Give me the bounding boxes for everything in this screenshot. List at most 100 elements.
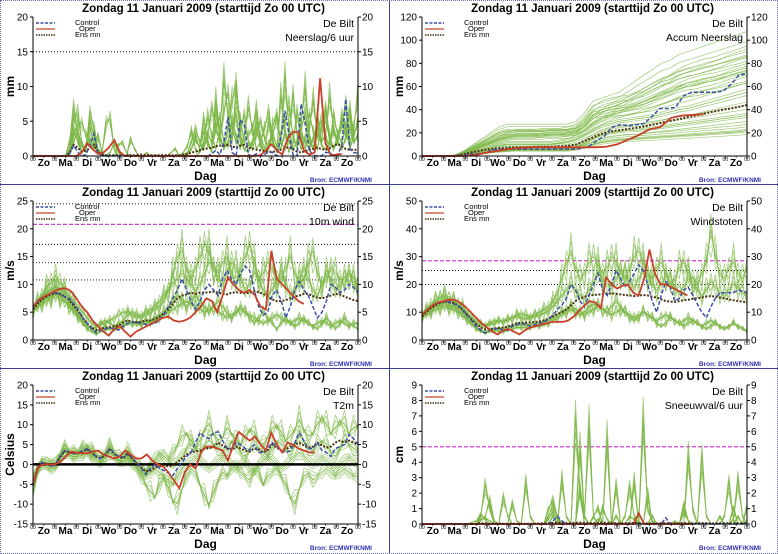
y-tick-label-left: 80 bbox=[406, 59, 418, 70]
x-hour-label: 00 bbox=[139, 525, 145, 531]
chart-accum-neerslag: Zondag 11 Januari 2009 (starttijd Zo 00 … bbox=[392, 3, 768, 184]
panel-neerslag: Zondag 11 Januari 2009 (starttijd Zo 00 … bbox=[0, 0, 389, 184]
y-axis-label: mm bbox=[3, 76, 17, 97]
legend-label-ensmean: Ens mn bbox=[464, 30, 489, 39]
x-day-label: Di bbox=[623, 158, 633, 169]
x-day-label: Zo bbox=[578, 526, 590, 537]
legend-label-ensmean: Ens mn bbox=[75, 398, 100, 407]
x-hour-label: 00 bbox=[528, 525, 534, 531]
x-hour-label: 00 bbox=[636, 525, 642, 531]
x-hour-label: 00 bbox=[139, 341, 145, 347]
y-tick-label-right: 60 bbox=[751, 82, 763, 93]
x-day-label: Za bbox=[709, 158, 721, 169]
x-hour-label: 00 bbox=[269, 525, 275, 531]
x-hour-label: 00 bbox=[744, 525, 750, 531]
x-hour-label: 00 bbox=[441, 341, 447, 347]
x-hour-label: 00 bbox=[723, 157, 729, 163]
y-tick-label-left: 100 bbox=[400, 36, 417, 47]
y-tick-label-right: 40 bbox=[751, 224, 763, 235]
station-name: De Bilt bbox=[323, 202, 354, 214]
x-hour-label: 00 bbox=[636, 157, 642, 163]
y-tick-label-right: 0 bbox=[751, 336, 757, 347]
y-axis-label: cm bbox=[392, 446, 406, 463]
x-hour-label: 00 bbox=[419, 525, 425, 531]
y-tick-label-left: 40 bbox=[406, 105, 418, 116]
x-day-label: Vr bbox=[536, 342, 546, 353]
ensemble-member-line bbox=[422, 31, 748, 157]
x-hour-label: 00 bbox=[74, 341, 80, 347]
y-tick-label-right: 20 bbox=[751, 128, 763, 139]
ensemble-member-line bbox=[421, 291, 748, 336]
legend-label-control: Control bbox=[75, 18, 100, 27]
x-day-label: Ma bbox=[448, 526, 462, 537]
legend-label-oper: Oper bbox=[468, 392, 485, 401]
y-tick-label-left: 20 bbox=[406, 128, 418, 139]
ensemble-member-line bbox=[32, 284, 359, 337]
source-label: Bron: ECMWF/KNMI bbox=[310, 177, 372, 184]
y-tick-label-left: 60 bbox=[406, 82, 418, 93]
ensemble-member-line bbox=[421, 297, 748, 334]
x-day-label: Ma bbox=[599, 158, 613, 169]
x-day-label: Wo bbox=[253, 342, 268, 353]
ensemble-member-line bbox=[422, 54, 748, 157]
x-hour-label: 00 bbox=[355, 525, 361, 531]
station-name: De Bilt bbox=[712, 386, 743, 398]
x-day-label: Zo bbox=[38, 342, 50, 353]
y-tick-label-right: 2 bbox=[751, 489, 757, 500]
chart-title: Zondag 11 Januari 2009 (starttijd Zo 00 … bbox=[82, 187, 325, 199]
x-day-label: Di bbox=[471, 342, 481, 353]
x-day-label: Di bbox=[471, 158, 481, 169]
x-day-label: Zo bbox=[38, 158, 50, 169]
oper-line bbox=[32, 250, 305, 338]
control-line bbox=[32, 264, 359, 334]
x-hour-label: 00 bbox=[614, 157, 620, 163]
x-hour-label: 00 bbox=[139, 157, 145, 163]
y-tick-label-left: 30 bbox=[406, 252, 418, 263]
x-hour-label: 00 bbox=[701, 525, 707, 531]
panel-sneeuwval: Zondag 11 Januari 2009 (starttijd Zo 00 … bbox=[389, 368, 778, 552]
x-hour-label: 00 bbox=[204, 525, 210, 531]
y-tick-label-left: 20 bbox=[17, 381, 29, 392]
chart-title: Zondag 11 Januari 2009 (starttijd Zo 00 … bbox=[471, 3, 714, 15]
chart-title: Zondag 11 Januari 2009 (starttijd Zo 00 … bbox=[471, 371, 714, 383]
x-hour-label: 00 bbox=[52, 341, 58, 347]
x-day-label: Za bbox=[168, 342, 180, 353]
ensemble-member-line bbox=[32, 250, 359, 328]
y-tick-label-right: 8 bbox=[751, 396, 757, 407]
x-hour-label: 00 bbox=[571, 157, 577, 163]
y-tick-label-right: 15 bbox=[362, 47, 374, 58]
chart-title: Zondag 11 Januari 2009 (starttijd Zo 00 … bbox=[471, 187, 714, 199]
ensemble-member-line bbox=[32, 280, 359, 335]
x-hour-label: 00 bbox=[528, 341, 534, 347]
ensemble-members bbox=[32, 405, 359, 515]
y-tick-label-right: 5 bbox=[362, 308, 368, 319]
x-day-label: Za bbox=[320, 526, 332, 537]
source-label: Bron: ECMWF/KNMI bbox=[699, 177, 761, 184]
y-tick-label-left: 7 bbox=[411, 411, 417, 422]
x-axis-label: Dag bbox=[194, 537, 217, 551]
x-day-label: Wo bbox=[253, 526, 268, 537]
y-tick-label-right: 120 bbox=[751, 13, 768, 24]
x-day-label: Di bbox=[623, 342, 633, 353]
variable-name: Windstoten bbox=[690, 216, 743, 228]
ensemble-member-line bbox=[422, 72, 748, 157]
legend-label-ensmean: Ens mn bbox=[464, 398, 489, 407]
x-day-label: Wo bbox=[101, 526, 116, 537]
ensemble-member-line bbox=[32, 257, 359, 326]
x-day-label: Ma bbox=[59, 158, 73, 169]
chart-title: Zondag 11 Januari 2009 (starttijd Zo 00 … bbox=[82, 371, 325, 383]
ens-mean-line bbox=[33, 143, 358, 157]
x-day-label: Vr bbox=[299, 526, 309, 537]
y-tick-label-right: 10 bbox=[362, 280, 374, 291]
x-hour-label: 00 bbox=[312, 525, 318, 531]
x-hour-label: 00 bbox=[269, 341, 275, 347]
station-name: De Bilt bbox=[323, 386, 354, 398]
ensemble-member-line bbox=[421, 213, 748, 329]
y-tick-label-left: 25 bbox=[17, 197, 29, 208]
y-tick-label-left: 10 bbox=[406, 308, 418, 319]
x-hour-label: 00 bbox=[290, 341, 296, 347]
x-hour-label: 00 bbox=[636, 341, 642, 347]
